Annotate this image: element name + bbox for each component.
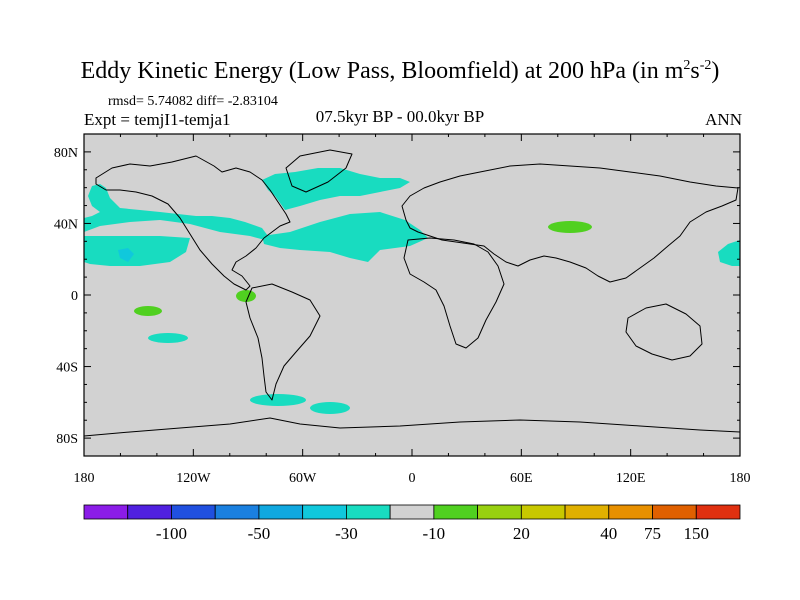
lon-label: 60W [289,471,317,486]
colorbar-box [477,504,522,520]
coastlines [84,149,740,437]
neg-anomaly-central-pacific-lobe [118,248,134,262]
colorbar-label: 40 [600,524,617,543]
neg-anomaly-south-atlantic [310,402,350,414]
lat-label: 80N [54,146,78,161]
colorbar-box [564,504,610,520]
map-background [84,134,740,456]
pos-anomaly-east-tropical-pacific [236,290,256,302]
stats-text: rmsd= 5.74082 diff= -2.83104 [108,94,278,109]
lon-label: 0 [409,471,416,486]
period-label: 07.5kyr BP - 00.0kyr BP [315,107,485,126]
lat-label: 40S [56,361,78,376]
experiment-label: Expt = temjI1-temja1 [84,110,231,129]
coastline-africa [403,237,505,349]
anomaly-fields [84,168,740,414]
lon-label: 180 [730,471,751,486]
neg-anomaly-drake-passage [250,394,306,406]
colorbar-box [608,504,653,520]
colorbar-box [389,504,435,520]
coastline-north-america [95,155,291,291]
colorbar-box [433,504,479,520]
coastline-eurasia [401,163,739,283]
colorbar-label: -50 [248,524,271,543]
coastline-australia [625,303,703,361]
neg-anomaly-north-atlantic-high [262,168,410,210]
colorbar-box [258,504,304,520]
colorbar-box [695,504,741,520]
lon-label: 60E [510,471,533,486]
coastline-south-america [245,283,321,401]
colorbar [83,504,741,520]
coastline-greenland [285,149,353,193]
axis-labels: 80N 40N 0 40S 80S 180 120W 60W 0 60E 120E 180 [54,146,751,486]
season-label: ANN [705,110,742,129]
lon-label: 120W [176,471,211,486]
colorbar-box [520,504,566,520]
colorbar-label: 75 [644,524,661,543]
lon-label: 180 [74,471,95,486]
colorbar-box [127,504,172,520]
pos-anomaly-central-asia [548,221,592,233]
pos-anomaly-tropical-pacific [134,306,162,316]
plot-title: Eddy Kinetic Energy (Low Pass, Bloomfiel… [80,58,720,84]
colorbar-box [302,504,347,520]
colorbar-box [171,504,216,520]
axis-ticks [83,133,741,457]
lat-label: 80S [56,432,78,447]
colorbar-box [652,504,697,520]
colorbar-label: -10 [423,524,446,543]
neg-anomaly-east-pacific-edge [718,240,740,266]
colorbar-box [214,504,260,520]
colorbar-box [345,504,391,520]
neg-anomaly-north-pacific [84,184,268,240]
colorbar-box [83,504,129,520]
lat-label: 40N [54,217,78,232]
colorbar-label: -30 [335,524,358,543]
colorbar-label: 150 [684,524,710,543]
colorbar-label: 20 [513,524,530,543]
neg-anomaly-south-pacific [148,333,188,343]
lat-label: 0 [71,289,78,304]
lon-label: 120E [616,471,646,486]
neg-anomaly-pacific-lower [84,236,190,266]
colorbar-label: -100 [156,524,187,543]
colorbar-labels: -100 -50 -30 -10 20 40 75 150 [156,524,709,543]
neg-anomaly-atlantic-band [262,212,428,262]
coastline-antarctica [84,417,740,437]
